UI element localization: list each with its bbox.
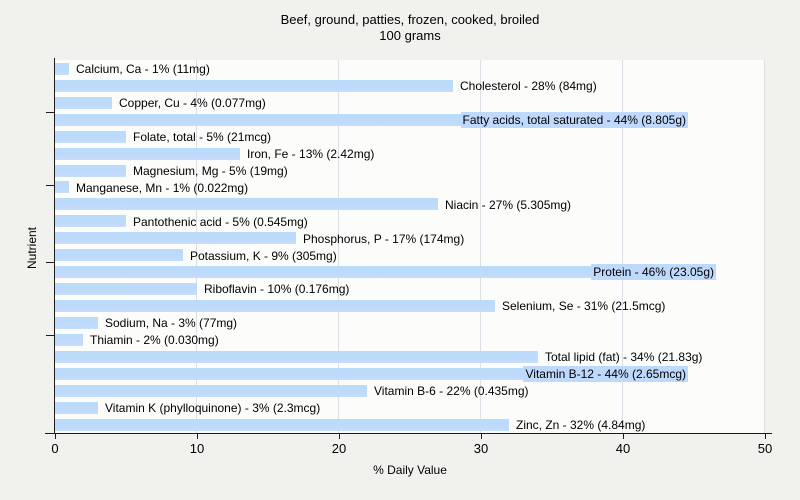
x-axis-line bbox=[45, 433, 772, 434]
y-tick-2 bbox=[46, 262, 55, 263]
x-tick-0 bbox=[55, 434, 56, 439]
x-axis-label: % Daily Value bbox=[373, 463, 447, 477]
bar-label: Copper, Cu - 4% (0.077mg) bbox=[119, 95, 266, 110]
x-tick-50 bbox=[765, 434, 766, 439]
x-tick-label-20: 20 bbox=[331, 441, 347, 456]
bar-label: Niacin - 27% (5.305mg) bbox=[445, 197, 572, 212]
bar-label: Vitamin B-6 - 22% (0.435mg) bbox=[374, 384, 529, 399]
gridline-x-40 bbox=[622, 60, 623, 433]
chart-title: Beef, ground, patties, frozen, cooked, b… bbox=[280, 12, 540, 27]
bar-label: Folate, total - 5% (21mcg) bbox=[133, 129, 272, 144]
bar-label: Total lipid (fat) - 34% (21.83g) bbox=[545, 350, 703, 365]
bar-label: Zinc, Zn - 32% (4.84mg) bbox=[516, 418, 646, 433]
x-tick-40 bbox=[623, 434, 624, 439]
bar-magnesium-mg bbox=[55, 164, 126, 177]
bar-calcium-ca bbox=[55, 62, 69, 75]
plot-area: Calcium, Ca - 1% (11mg) Cholesterol - 28%… bbox=[55, 60, 765, 433]
gridline-x-20 bbox=[338, 60, 339, 433]
y-tick-0 bbox=[46, 112, 55, 113]
bar-label: Sodium, Na - 3% (77mg) bbox=[105, 316, 238, 331]
bar-label: Selenium, Se - 31% (21.5mcg) bbox=[502, 299, 666, 314]
bar-vitamin-b-6 bbox=[55, 384, 367, 397]
y-tick-3 bbox=[46, 335, 55, 336]
bar-label: Fatty acids, total saturated - 44% (8.80… bbox=[460, 111, 688, 128]
bar-label: Manganese, Mn - 1% (0.022mg) bbox=[76, 180, 249, 195]
bar-cholesterol bbox=[55, 79, 453, 92]
bar-label: Phosphorus, P - 17% (174mg) bbox=[303, 231, 465, 246]
bar-label: Pantothenic acid - 5% (0.545mg) bbox=[133, 214, 308, 229]
bar-sodium-na bbox=[55, 317, 98, 330]
bar-label: Protein - 46% (23.05g) bbox=[591, 264, 716, 281]
y-axis-line bbox=[54, 58, 55, 434]
bar-pantothenic-acid bbox=[55, 215, 126, 228]
x-tick-label-30: 30 bbox=[473, 441, 489, 456]
bar-total-lipid-fat bbox=[55, 351, 538, 364]
bar-folate-total bbox=[55, 130, 126, 143]
bar-label: Vitamin B-12 - 44% (2.65mcg) bbox=[523, 366, 688, 383]
bar-manganese-mn bbox=[55, 181, 69, 194]
bar-copper-cu bbox=[55, 96, 112, 109]
gridline-x-50 bbox=[764, 60, 765, 433]
bar-label: Magnesium, Mg - 5% (19mg) bbox=[133, 163, 288, 178]
chart-title-block: Beef, ground, patties, frozen, cooked, b… bbox=[55, 12, 765, 44]
y-tick-1 bbox=[46, 185, 55, 186]
x-tick-10 bbox=[197, 434, 198, 439]
x-tick-label-10: 10 bbox=[189, 441, 205, 456]
bar-label: Potassium, K - 9% (305mg) bbox=[190, 248, 337, 263]
bar-label: Vitamin K (phylloquinone) - 3% (2.3mcg) bbox=[105, 401, 321, 416]
bar-label: Iron, Fe - 13% (2.42mg) bbox=[247, 146, 375, 161]
x-tick-label-50: 50 bbox=[757, 441, 773, 456]
bar-riboflavin bbox=[55, 283, 197, 296]
y-axis-label: Nutrient bbox=[25, 226, 39, 270]
chart-subtitle: 100 grams bbox=[379, 28, 441, 43]
bar-iron-fe bbox=[55, 147, 240, 160]
x-tick-label-0: 0 bbox=[51, 441, 59, 456]
x-tick-label-40: 40 bbox=[615, 441, 631, 456]
bar-label: Calcium, Ca - 1% (11mg) bbox=[76, 62, 210, 76]
bar-label: Cholesterol - 28% (84mg) bbox=[460, 78, 597, 93]
bar-selenium-se bbox=[55, 300, 495, 313]
gridline-x-10 bbox=[196, 60, 197, 433]
x-tick-20 bbox=[339, 434, 340, 439]
bar-label: Thiamin - 2% (0.030mg) bbox=[90, 333, 219, 348]
bar-vitamin-k-phylloquinone bbox=[55, 401, 98, 414]
bar-niacin bbox=[55, 198, 438, 211]
bar-protein bbox=[55, 266, 708, 279]
gridline-x-30 bbox=[480, 60, 481, 433]
bar-zinc-zn bbox=[55, 418, 509, 431]
x-tick-30 bbox=[481, 434, 482, 439]
bar-phosphorus-p bbox=[55, 232, 296, 245]
bar-thiamin bbox=[55, 334, 83, 347]
bar-label: Riboflavin - 10% (0.176mg) bbox=[204, 282, 350, 297]
bar-potassium-k bbox=[55, 249, 183, 262]
